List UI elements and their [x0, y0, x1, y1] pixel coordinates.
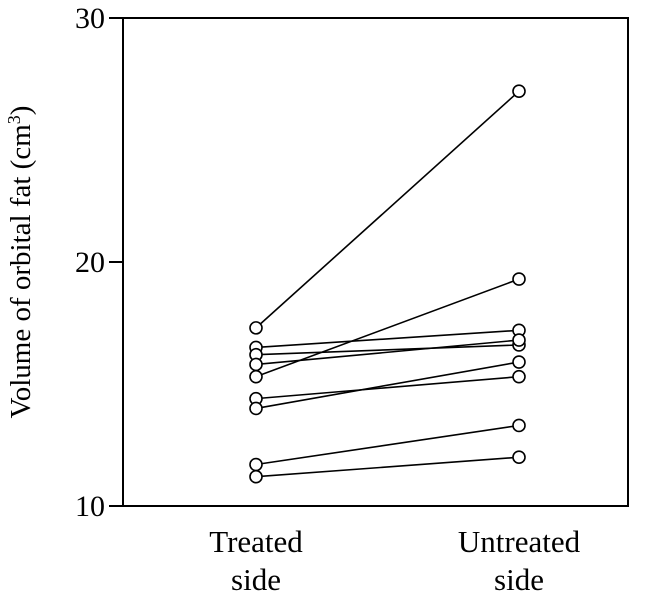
data-point-2-untreated: [512, 272, 526, 286]
y-axis-ticks: 10 20 30: [75, 2, 123, 523]
y-axis-title-superscript: 3: [4, 115, 24, 124]
data-point-1-treated: [249, 321, 263, 335]
series-line-1: [255, 90, 520, 329]
data-point-1-untreated: [512, 84, 526, 98]
data-point-6-untreated: [512, 369, 526, 384]
series-line-8: [255, 424, 520, 466]
data-point-7-untreated: [512, 355, 526, 369]
data-point-8-treated: [249, 457, 263, 472]
series-line-4: [255, 344, 520, 356]
data-point-9-treated: [249, 469, 263, 484]
data-point-8-untreated: [512, 418, 526, 433]
plot-frame: [122, 17, 629, 507]
series-line-5: [255, 339, 520, 366]
data-point-9-untreated: [512, 450, 526, 465]
series-lines: [255, 90, 520, 478]
category-label-line2: side: [494, 562, 544, 597]
y-axis-title-close: ): [5, 106, 37, 116]
data-point-5-treated: [249, 357, 263, 372]
data-point-7-treated: [249, 401, 263, 416]
data-point-2-treated: [249, 369, 263, 384]
category-label-line2: side: [231, 562, 281, 597]
y-axis-title: Volume of orbital fat (cm3): [4, 106, 37, 419]
y-tick-label: 20: [75, 246, 105, 279]
data-point-5-untreated: [512, 333, 526, 347]
series-line-2: [255, 278, 520, 378]
category-label-line1: Untreated: [458, 524, 581, 559]
y-axis-title-main: Volume of orbital fat (cm: [5, 124, 37, 419]
series-line-7: [255, 361, 520, 410]
y-tick-label: 30: [75, 2, 105, 35]
series-line-3: [255, 329, 520, 349]
series-line-9: [255, 456, 520, 478]
y-tick-label: 10: [75, 490, 105, 523]
series-markers: [249, 84, 526, 484]
series-line-6: [255, 375, 520, 400]
category-label-line1: Treated: [209, 524, 303, 559]
